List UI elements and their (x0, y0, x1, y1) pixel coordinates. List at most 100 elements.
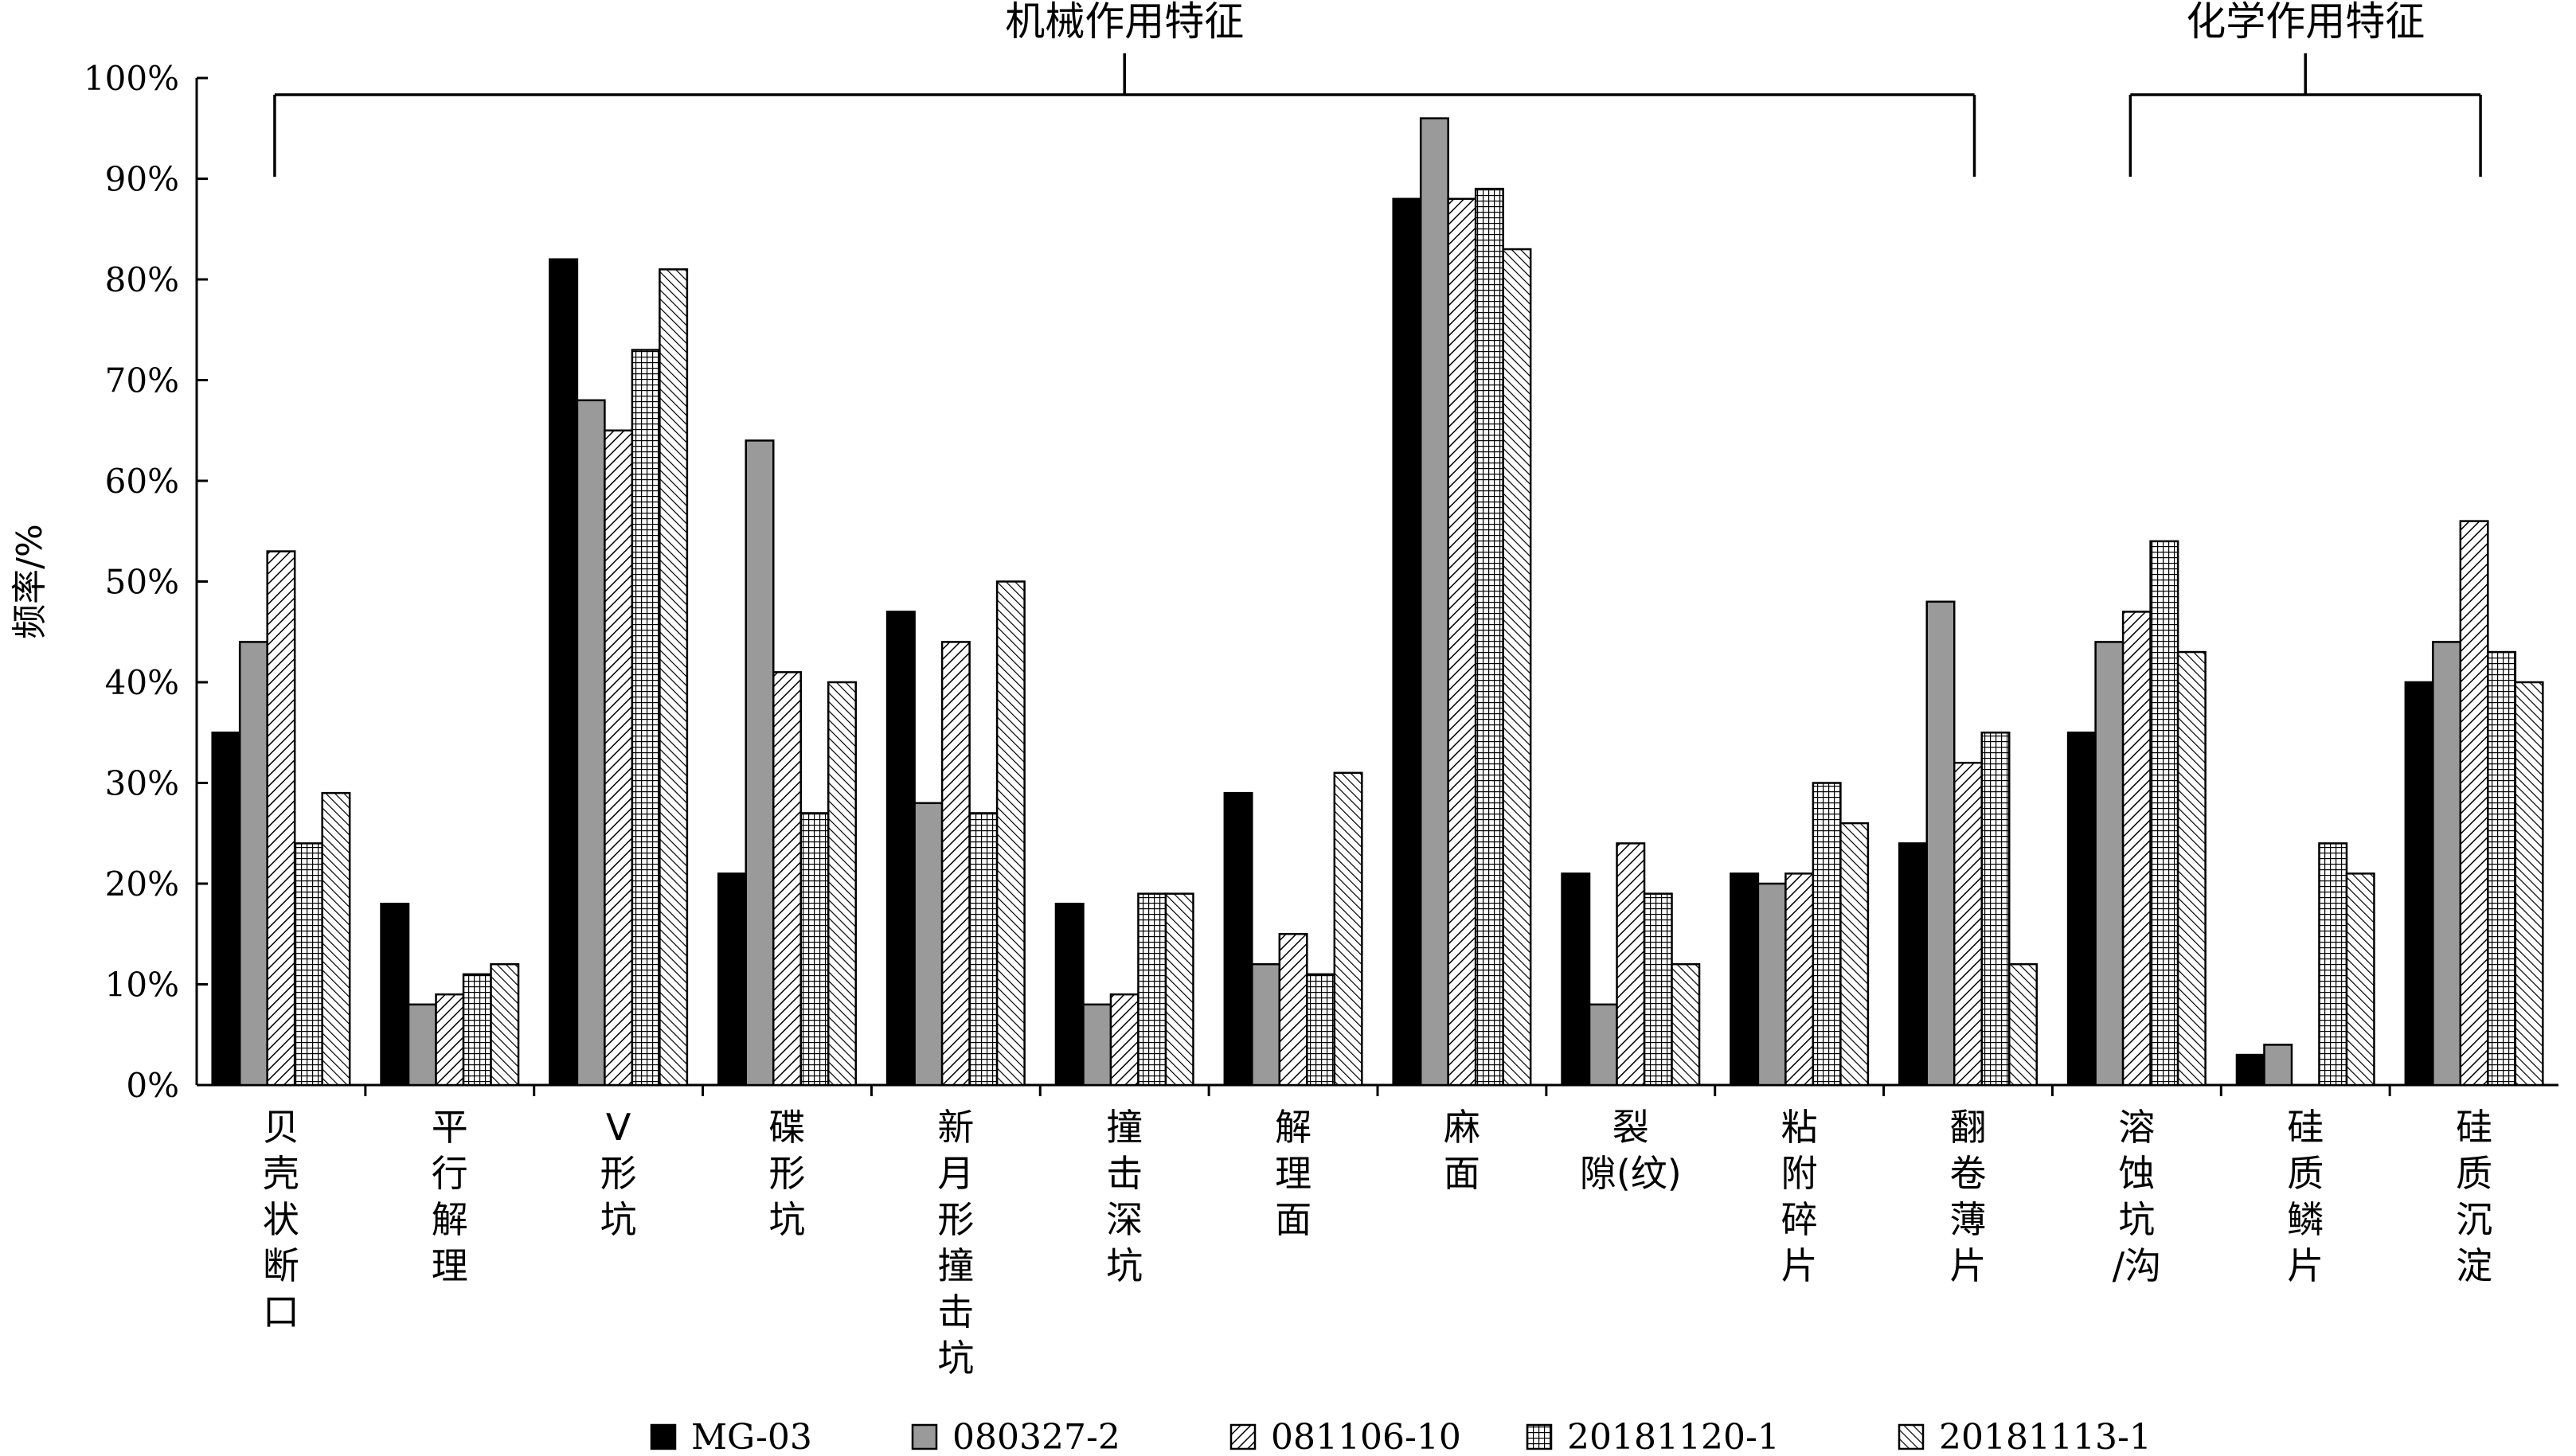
bar (2094, 641, 2125, 1087)
y-tick-label: 90% (105, 160, 179, 199)
bar (885, 611, 916, 1087)
bar (631, 349, 661, 1087)
bar (266, 550, 296, 1087)
bar (2432, 641, 2462, 1087)
category-label: 面 (1444, 1152, 1480, 1195)
bar (1333, 771, 1363, 1087)
group-label: 化学作用特征 (2186, 0, 2425, 45)
category-label: 新 (937, 1106, 974, 1149)
category-label: 蚀 (2118, 1152, 2155, 1195)
bar (380, 903, 410, 1087)
category-label: 硅 (2287, 1106, 2324, 1149)
bar (995, 580, 1026, 1087)
category-label: 片 (1781, 1244, 1818, 1287)
category-label: 撞 (937, 1244, 974, 1287)
bar (772, 671, 802, 1087)
bar (1306, 973, 1336, 1087)
category-label: 行 (432, 1152, 468, 1195)
bar (2318, 842, 2348, 1087)
bar (238, 641, 268, 1087)
legend-entry: 20181113-1 (1939, 1417, 2152, 1456)
bar (1109, 993, 1139, 1087)
bar (1757, 882, 1787, 1087)
bar (2263, 1044, 2293, 1087)
category-label: 坑 (2118, 1198, 2155, 1241)
bar (2345, 872, 2375, 1087)
category-label: 翻 (1950, 1106, 1987, 1149)
bar (2149, 540, 2179, 1087)
category-label: 附 (1781, 1152, 1818, 1195)
legend-entry: MG-03 (691, 1417, 812, 1456)
bar (827, 681, 857, 1087)
bar (2121, 611, 2152, 1087)
legend-swatch (1898, 1423, 1925, 1450)
bar (2514, 681, 2544, 1087)
bar (1502, 248, 1532, 1087)
bar (717, 872, 747, 1087)
legend-entry: 20181120-1 (1567, 1417, 1780, 1456)
category-label: 碎 (1781, 1198, 1818, 1241)
bar (1643, 892, 1673, 1087)
category-label: 击 (937, 1290, 974, 1333)
bar (2176, 650, 2207, 1087)
legend-swatch (911, 1423, 938, 1450)
category-label: 隙(纹) (1580, 1152, 1682, 1195)
category-label: 撞 (1106, 1106, 1143, 1149)
category-label: 麻 (1444, 1106, 1480, 1149)
bar (1082, 1003, 1112, 1087)
bar (1561, 872, 1591, 1087)
category-label: 鳞 (2287, 1198, 2324, 1241)
legend-swatch (650, 1423, 677, 1450)
category-label: 深 (1106, 1198, 1143, 1241)
y-axis-label: 频率/% (10, 524, 50, 639)
bar (1223, 791, 1253, 1087)
y-tick-label: 40% (105, 663, 179, 702)
category-label: 沉 (2456, 1198, 2492, 1241)
bar (462, 973, 492, 1087)
bar (1447, 197, 1477, 1087)
bar (1784, 872, 1815, 1087)
y-tick-label: 100% (84, 59, 179, 98)
bar (490, 962, 520, 1087)
category-label: 粘 (1781, 1106, 1818, 1149)
bar (549, 258, 579, 1087)
legend-entry: 081106-10 (1271, 1417, 1461, 1456)
category-label: 质 (2287, 1152, 2324, 1195)
y-tick-label: 80% (105, 260, 179, 299)
category-label: 卷 (1950, 1152, 1987, 1195)
bar (968, 812, 999, 1087)
group-label: 机械作用特征 (1005, 0, 1244, 45)
category-label: 形 (600, 1152, 637, 1195)
category-label: 断 (263, 1244, 299, 1287)
bar (1812, 782, 1842, 1087)
bar (435, 993, 465, 1087)
legend-entry: 080327-2 (952, 1417, 1120, 1456)
bar (1730, 872, 1760, 1087)
bar (940, 641, 971, 1087)
bar (2235, 1053, 2265, 1087)
category-label: 坑 (600, 1198, 637, 1241)
bar (1980, 732, 2011, 1087)
category-label: 状 (263, 1198, 299, 1241)
y-tick-label: 70% (105, 361, 179, 400)
bar (1839, 822, 1870, 1087)
y-tick-label: 10% (105, 966, 179, 1005)
bar (1616, 842, 1646, 1087)
category-label: 薄 (1950, 1198, 1987, 1241)
category-label: 形 (769, 1152, 806, 1195)
category-label: 形 (937, 1198, 974, 1241)
category-label: 碟 (769, 1106, 806, 1149)
bar (2404, 681, 2434, 1087)
y-tick-label: 20% (105, 865, 179, 904)
category-label: 击 (1106, 1152, 1143, 1195)
category-label: V (606, 1106, 631, 1149)
bar (2487, 650, 2517, 1087)
category-label: 理 (432, 1244, 468, 1287)
bar (1419, 117, 1449, 1087)
category-label: 片 (1950, 1244, 1987, 1287)
bar (1137, 892, 1167, 1087)
category-label: 溶 (2118, 1106, 2155, 1149)
category-label: 壳 (263, 1152, 299, 1195)
bar (1898, 842, 1928, 1087)
